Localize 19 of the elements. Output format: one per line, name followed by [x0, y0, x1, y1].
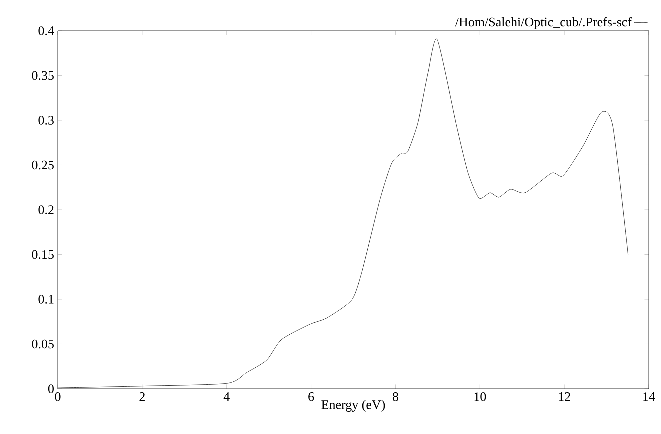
y-tick-label: 0.2	[38, 206, 54, 214]
x-tick-label: 2	[140, 392, 145, 402]
x-tick-label: 6	[308, 392, 314, 402]
y-tick-label: 0	[48, 384, 54, 394]
y-tick-label: 0.35	[32, 71, 54, 80]
x-tick-label: 4	[224, 392, 230, 402]
legend-label: /Hom/Salehi/Optic_cub/.Prefs-scf	[455, 17, 632, 30]
y-tick-label: 0.3	[38, 116, 54, 125]
x-axis-title: Energy (eV)	[322, 400, 386, 412]
y-tick-label: 0.05	[32, 340, 54, 349]
x-tick-label: 12	[559, 392, 570, 402]
x-tick-label: 0	[55, 392, 61, 402]
y-tick-label: 0.4	[38, 26, 54, 36]
x-tick-label: 8	[392, 392, 398, 402]
x-tick-label: 14	[644, 392, 656, 402]
y-tick-label: 0.25	[32, 160, 54, 170]
y-tick-label: 0.15	[32, 250, 54, 260]
x-tick-label: 10	[474, 392, 486, 402]
y-tick-label: 0.1	[38, 295, 54, 304]
